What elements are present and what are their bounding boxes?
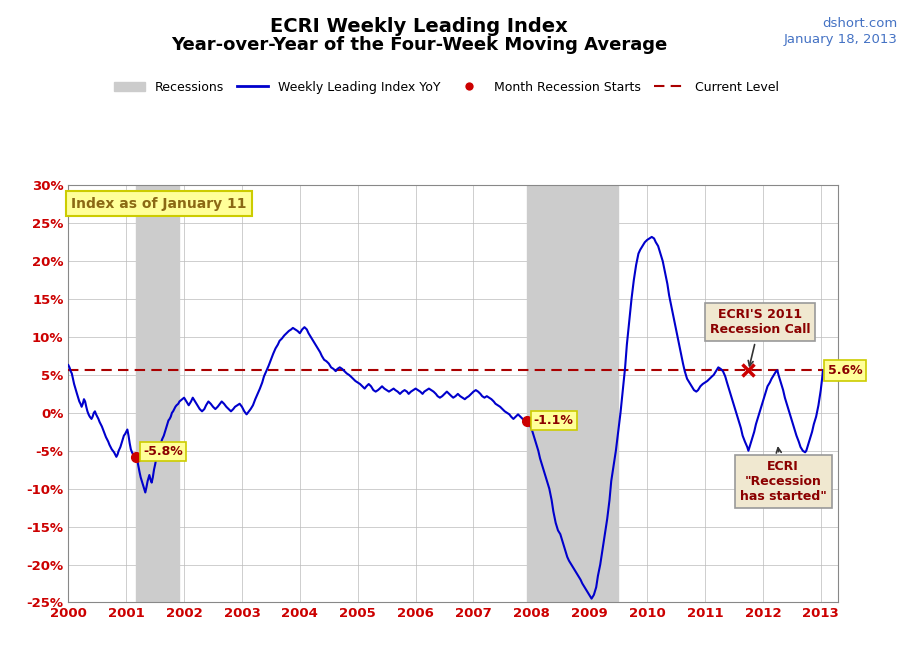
Text: ECRI'S 2011
Recession Call: ECRI'S 2011 Recession Call (710, 308, 810, 366)
Text: ECRI Weekly Leading Index: ECRI Weekly Leading Index (271, 17, 568, 36)
Text: Index as of January 11: Index as of January 11 (71, 197, 247, 211)
Text: January 18, 2013: January 18, 2013 (783, 33, 897, 46)
Legend: Recessions, Weekly Leading Index YoY, Month Recession Starts, Current Level: Recessions, Weekly Leading Index YoY, Mo… (108, 75, 784, 99)
Bar (527, 185, 619, 602)
Text: dshort.com: dshort.com (822, 17, 897, 30)
Text: ECRI
"Recession
has started": ECRI "Recession has started" (740, 448, 826, 503)
Text: -1.1%: -1.1% (534, 414, 574, 427)
Text: Year-over-Year of the Four-Week Moving Average: Year-over-Year of the Four-Week Moving A… (171, 36, 667, 54)
Text: 5.6%: 5.6% (828, 364, 863, 377)
Text: -5.8%: -5.8% (143, 446, 183, 458)
Bar (136, 185, 179, 602)
